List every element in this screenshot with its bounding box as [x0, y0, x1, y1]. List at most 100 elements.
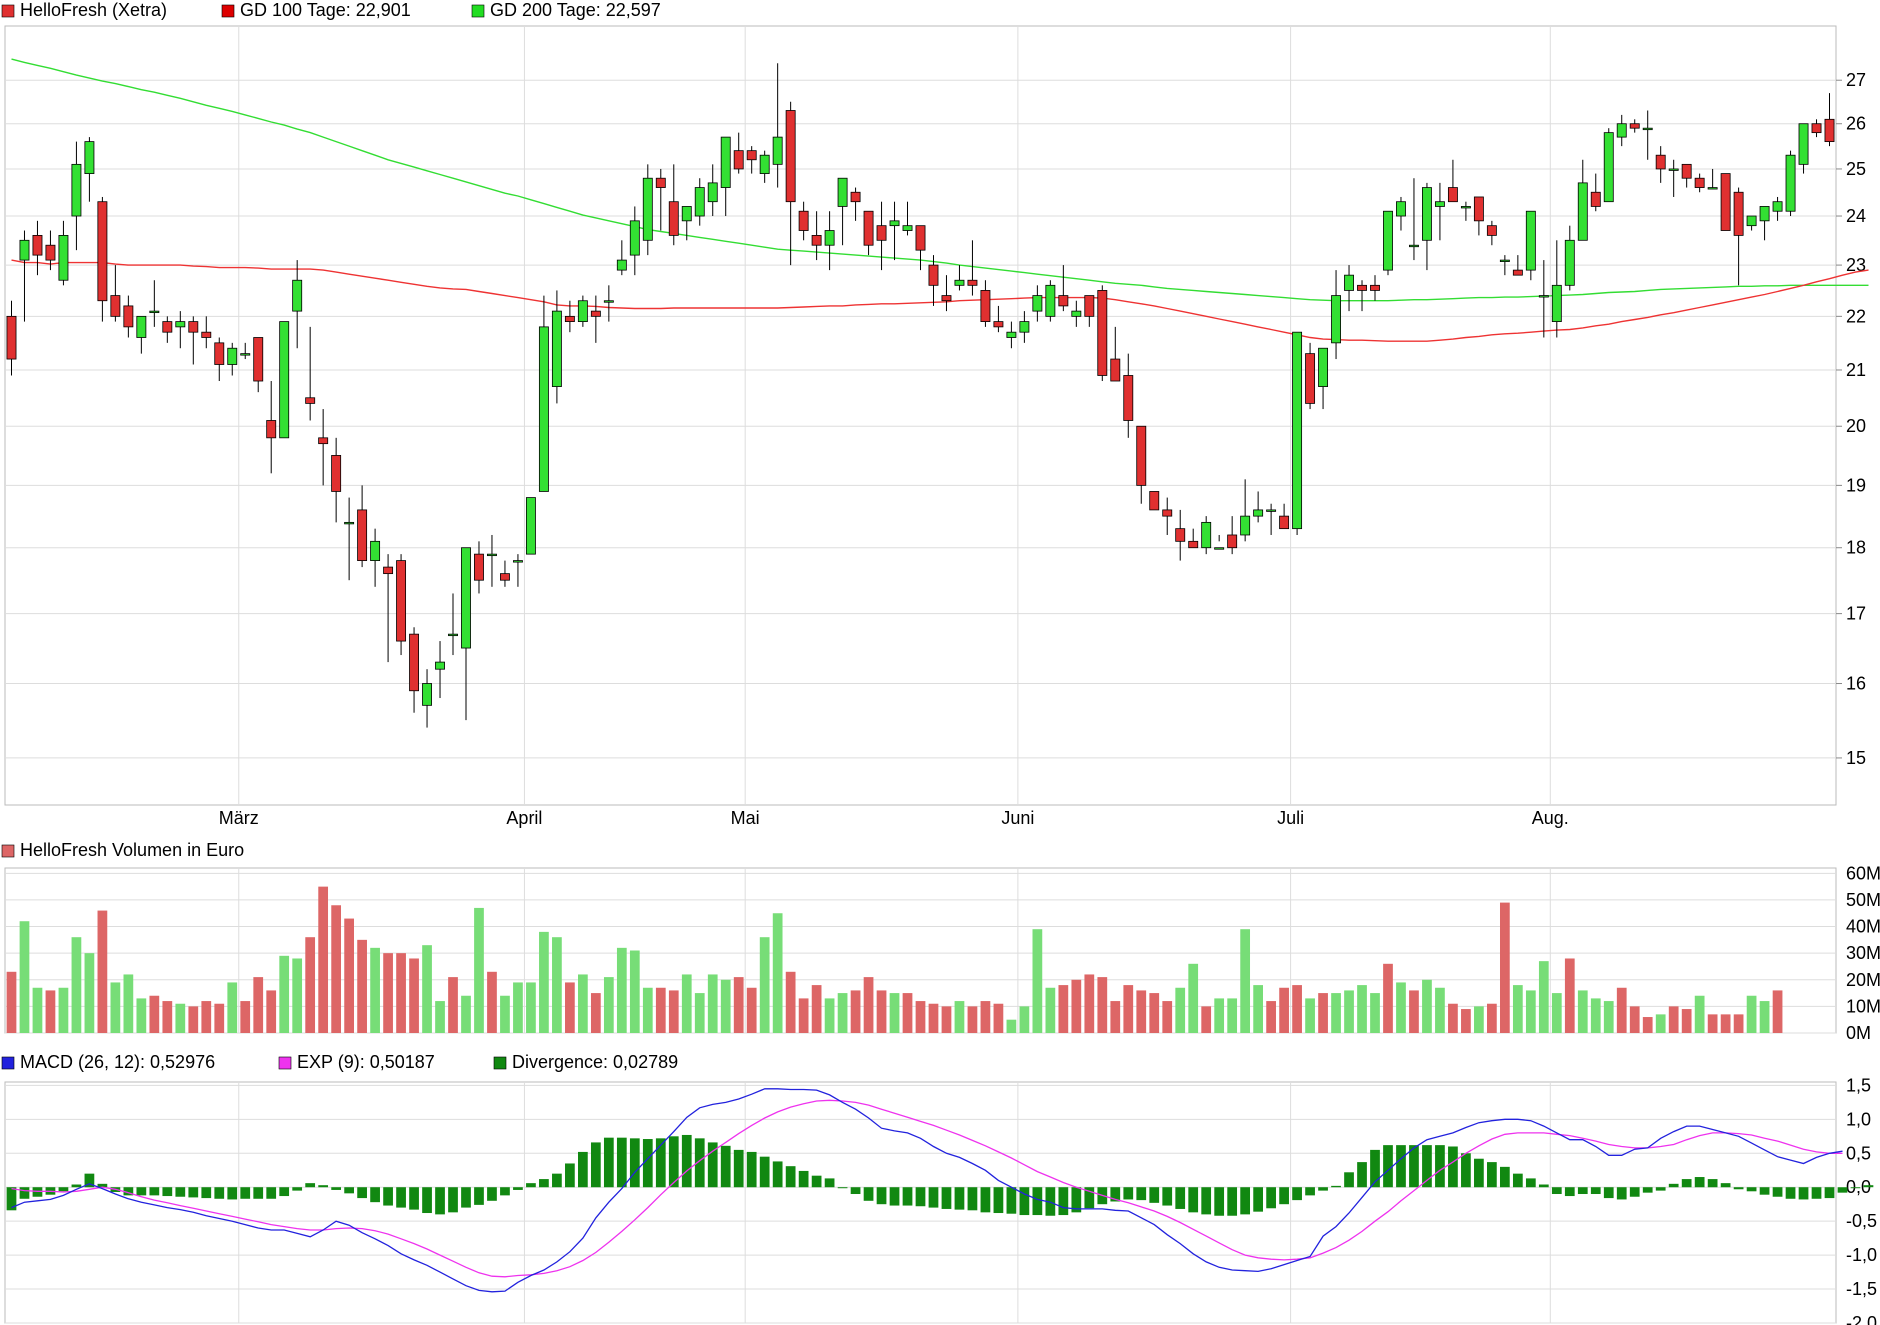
divergence-bar [1110, 1187, 1121, 1202]
price-y-tick-label: 15 [1846, 748, 1866, 768]
divergence-bar [1253, 1187, 1264, 1212]
volume-legend-icon [1, 844, 15, 858]
candle-body [1759, 206, 1770, 222]
candle-body [850, 191, 861, 203]
divergence-bar [1759, 1187, 1770, 1195]
candle-body [837, 177, 848, 207]
divergence-bar [1577, 1187, 1588, 1195]
volume-bar [668, 990, 679, 1033]
candle-body [1551, 284, 1562, 322]
divergence-bar [1694, 1177, 1705, 1188]
volume-bar [824, 998, 835, 1033]
volume-bar [279, 955, 290, 1033]
x-axis-label: Juli [1277, 808, 1304, 828]
candle-body [1110, 358, 1121, 382]
divergence-bar [577, 1151, 588, 1188]
candle-body [798, 210, 809, 231]
candle-body [720, 136, 731, 188]
candle-body [357, 509, 368, 562]
divergence-bar [214, 1187, 225, 1199]
candle-body [1071, 310, 1082, 317]
volume-bar [214, 1003, 225, 1033]
volume-bar [1292, 985, 1302, 1033]
candle-body [967, 279, 978, 286]
divergence-bar [1305, 1187, 1315, 1196]
volume-bar [461, 995, 471, 1033]
candle-body [1279, 515, 1290, 530]
candle-body [1486, 225, 1497, 236]
volume-bar [733, 977, 744, 1033]
divergence-bar [928, 1187, 939, 1208]
volume-bar [266, 990, 277, 1033]
volume-bar [526, 982, 536, 1033]
divergence-bar [1811, 1187, 1822, 1199]
volume-bar [71, 937, 82, 1033]
candle-body [1253, 509, 1264, 517]
divergence-bar [1525, 1178, 1536, 1188]
candle-body [1629, 123, 1640, 129]
candle-body [629, 220, 640, 256]
x-axis-label: Juni [1001, 808, 1034, 828]
volume-bar [84, 953, 95, 1033]
volume-y-tick-label: 10M [1846, 996, 1880, 1016]
candle-body [876, 225, 887, 241]
candle-body [694, 187, 705, 217]
divergence-bar [1357, 1162, 1367, 1188]
divergence-bar [1266, 1187, 1276, 1209]
volume-bar [1214, 998, 1225, 1033]
divergence-bar [1149, 1187, 1160, 1203]
candle-body [785, 110, 796, 203]
volume-bar [954, 1001, 965, 1033]
volume-bar [1357, 985, 1367, 1033]
candle-body [344, 521, 355, 525]
x-axis-label: Aug. [1532, 808, 1569, 828]
volume-bar [1162, 1001, 1173, 1033]
candle-body [58, 235, 69, 281]
volume-bar [123, 974, 134, 1033]
candle-body [954, 279, 965, 286]
volume-bar [19, 921, 30, 1033]
candle-body [500, 573, 510, 581]
divergence-bar [1850, 1187, 1861, 1189]
price-legend: HelloFresh (Xetra) GD 100 Tage: 22,901 G… [1, 0, 661, 20]
divergence-bar [1863, 1185, 1874, 1188]
divergence-bar [1331, 1185, 1341, 1188]
divergence-bar [1798, 1187, 1809, 1200]
candle-body [707, 182, 718, 203]
candle-body [1084, 295, 1095, 317]
candle-body [71, 163, 82, 217]
volume-bar [616, 947, 627, 1033]
divergence-bar [526, 1183, 536, 1188]
volume-bar [1227, 998, 1238, 1033]
candle-body [993, 321, 1004, 328]
divergence-bar [240, 1187, 251, 1199]
macd-legend-icon [1, 1056, 15, 1070]
volume-bar [1071, 979, 1082, 1033]
divergence-bar [513, 1187, 523, 1190]
volume-bar [1123, 985, 1134, 1033]
volume-bar [1525, 990, 1536, 1033]
candle-body [616, 259, 627, 271]
divergence-bar [889, 1187, 900, 1206]
divergence-bar [6, 1187, 17, 1211]
candle-body [279, 321, 290, 439]
ma100-line [11, 259, 1869, 342]
candle-body [902, 225, 913, 231]
divergence-bar [1370, 1149, 1380, 1188]
volume-bar [370, 947, 380, 1033]
candle-body [1175, 528, 1186, 542]
macd-legend-label-0: MACD (26, 12): 0,52976 [20, 1052, 215, 1072]
volume-bar [889, 993, 900, 1033]
candle-body [292, 279, 303, 312]
volume-bar [928, 1003, 939, 1033]
divergence-bar [720, 1145, 731, 1188]
divergence-bar [370, 1187, 380, 1203]
volume-bar [1616, 987, 1627, 1033]
volume-bar [487, 971, 497, 1033]
divergence-bar [552, 1173, 562, 1188]
divergence-bar [824, 1178, 835, 1188]
macd-y-tick-label: -0,5 [1846, 1211, 1877, 1231]
divergence-bar [590, 1142, 601, 1188]
exp-legend-icon [278, 1056, 292, 1070]
volume-bar [240, 1001, 251, 1033]
